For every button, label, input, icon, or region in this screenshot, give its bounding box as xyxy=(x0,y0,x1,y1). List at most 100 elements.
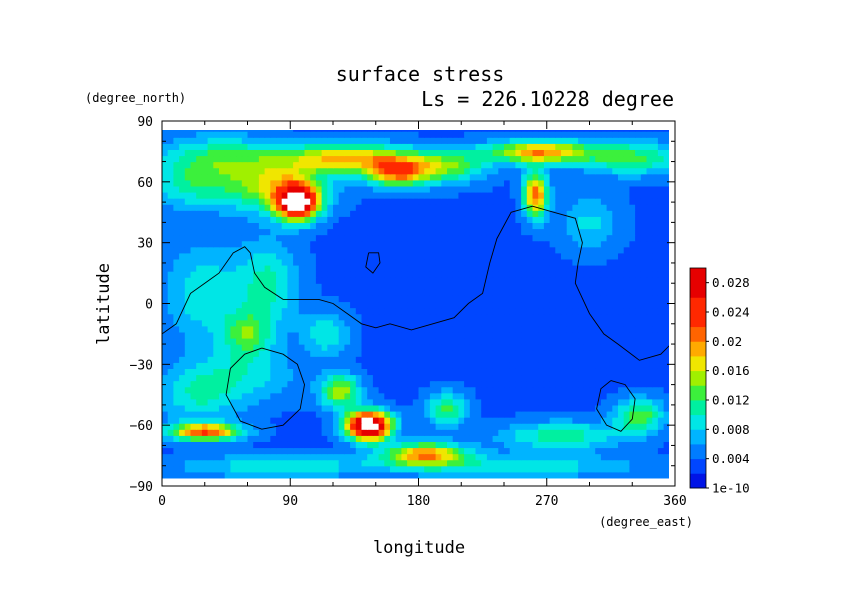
heatmap-cell xyxy=(407,435,414,442)
heatmap-cell xyxy=(236,289,243,296)
heatmap-cell xyxy=(390,331,397,339)
heatmap-cell xyxy=(555,423,562,430)
heatmap-cell xyxy=(293,161,300,169)
heatmap-cell xyxy=(179,289,186,296)
heatmap-cell xyxy=(367,143,374,150)
heatmap-cell xyxy=(338,185,345,193)
heatmap-cell xyxy=(338,222,345,230)
heatmap-cell xyxy=(606,435,613,442)
heatmap-cell xyxy=(344,459,351,467)
heatmap-cell xyxy=(447,447,454,455)
heatmap-cell xyxy=(207,283,214,290)
heatmap-cell xyxy=(196,246,203,254)
heatmap-cell xyxy=(526,350,534,357)
heatmap-cell xyxy=(555,368,562,376)
heatmap-cell xyxy=(572,441,579,449)
heatmap-cell xyxy=(378,210,385,217)
heatmap-cell xyxy=(378,325,385,333)
heatmap-cell xyxy=(458,453,465,461)
heatmap-cell xyxy=(287,210,294,217)
heatmap-cell xyxy=(281,210,288,217)
heatmap-cell xyxy=(629,453,636,461)
heatmap-cell xyxy=(270,465,277,473)
heatmap-cell xyxy=(236,185,243,193)
heatmap-cell xyxy=(293,374,300,382)
heatmap-cell xyxy=(407,313,414,321)
heatmap-cell xyxy=(287,198,294,205)
heatmap-cell xyxy=(361,417,368,424)
heatmap-cell xyxy=(424,228,431,236)
heatmap-cell xyxy=(555,398,562,406)
heatmap-cell xyxy=(646,155,653,163)
heatmap-cell xyxy=(350,295,357,303)
heatmap-cell xyxy=(304,264,311,272)
heatmap-cell xyxy=(395,374,402,382)
heatmap-cell xyxy=(486,161,494,169)
heatmap-cell xyxy=(481,337,488,345)
heatmap-cell xyxy=(657,271,665,278)
heatmap-cell xyxy=(310,429,317,436)
heatmap-cell xyxy=(361,398,368,406)
heatmap-cell xyxy=(538,368,545,376)
heatmap-cell xyxy=(264,404,271,412)
heatmap-cell xyxy=(515,465,522,473)
heatmap-cell xyxy=(583,295,591,303)
heatmap-cell xyxy=(612,173,619,181)
heatmap-cell xyxy=(333,325,340,333)
heatmap-cell xyxy=(258,210,266,217)
heatmap-cell xyxy=(361,404,368,412)
heatmap-cell xyxy=(652,198,659,205)
heatmap-cell xyxy=(429,228,437,236)
heatmap-cell xyxy=(435,423,442,430)
heatmap-cell xyxy=(458,368,465,376)
heatmap-cell xyxy=(253,350,260,357)
heatmap-cell xyxy=(378,350,385,357)
heatmap-cell xyxy=(595,185,602,193)
heatmap-cell xyxy=(276,380,283,388)
heatmap-cell xyxy=(578,307,585,315)
heatmap-cell xyxy=(646,392,653,400)
heatmap-cell xyxy=(298,337,306,345)
heatmap-cell xyxy=(327,404,334,412)
heatmap-cell xyxy=(418,234,425,242)
heatmap-cell xyxy=(264,161,271,169)
heatmap-cell xyxy=(407,398,414,406)
heatmap-cell xyxy=(578,173,585,181)
heatmap-cell xyxy=(418,271,425,278)
heatmap-cell xyxy=(196,374,203,382)
heatmap-cell xyxy=(464,264,471,272)
heatmap-cell xyxy=(412,289,420,296)
heatmap-cell xyxy=(606,447,613,455)
heatmap-cell xyxy=(475,404,482,412)
heatmap-cell xyxy=(355,289,363,296)
heatmap-cell xyxy=(287,252,294,260)
heatmap-cell xyxy=(412,356,420,363)
heatmap-cell xyxy=(315,149,323,157)
heatmap-cell xyxy=(475,325,482,333)
heatmap-cell xyxy=(384,380,391,388)
heatmap-cell xyxy=(652,222,659,230)
heatmap-cell xyxy=(515,161,522,169)
heatmap-cell xyxy=(384,301,391,309)
heatmap-cell xyxy=(224,185,231,193)
heatmap-cell xyxy=(173,149,180,157)
heatmap-cell xyxy=(315,143,323,150)
heatmap-cell xyxy=(623,350,630,357)
heatmap-cell xyxy=(475,246,482,254)
heatmap-cell xyxy=(623,295,630,303)
heatmap-cell xyxy=(287,228,294,236)
heatmap-cell xyxy=(213,155,220,163)
heatmap-cell xyxy=(486,173,494,181)
heatmap-cell xyxy=(315,380,323,388)
heatmap-cell xyxy=(549,198,556,205)
heatmap-cell xyxy=(663,453,669,461)
heatmap-cell xyxy=(543,441,551,449)
heatmap-cell xyxy=(526,191,534,199)
heatmap-cell xyxy=(253,404,260,412)
heatmap-cell xyxy=(486,307,494,315)
heatmap-cell xyxy=(515,319,522,327)
heatmap-cell xyxy=(657,380,665,388)
heatmap-cell xyxy=(578,301,585,309)
heatmap-cell xyxy=(258,459,266,467)
heatmap-cell xyxy=(367,374,374,382)
